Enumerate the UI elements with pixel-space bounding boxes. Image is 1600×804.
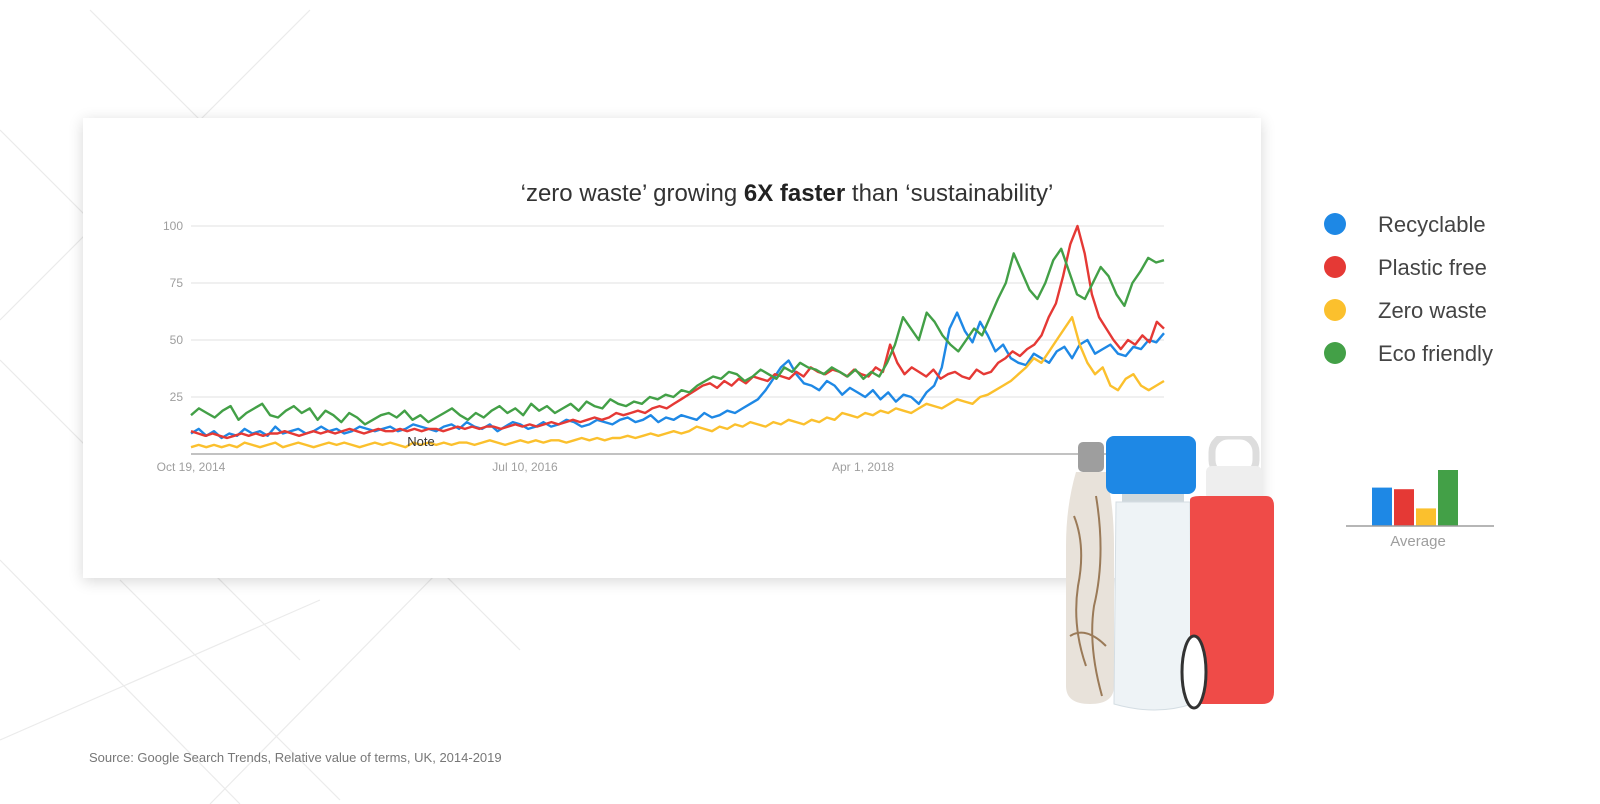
series-line-plastic-free — [190, 224, 1165, 440]
average-bar — [1438, 470, 1458, 526]
y-tick-label: 50 — [170, 333, 184, 347]
red-bottle-icon — [1190, 436, 1274, 704]
average-label: Average — [1390, 533, 1446, 550]
filter-bottle-icon — [1106, 436, 1196, 711]
source-note: Source: Google Search Trends, Relative v… — [89, 750, 502, 765]
legend-dot-icon — [1324, 342, 1346, 364]
average-bar-chart: Average — [1346, 470, 1494, 550]
trend-line-chart: 100 75 50 25 Oct 19, 2014 Jul 10, 2016 Apr 1, … — [157, 219, 1165, 474]
series-line-eco-friendly — [190, 247, 1165, 426]
legend-dot-icon — [1324, 299, 1346, 321]
legend-dot-icon — [1324, 213, 1346, 235]
chart-card: 100 75 50 25 Oct 19, 2014 Jul 10, 2016 Apr 1, … — [83, 118, 1261, 578]
chart-title: ‘zero waste’ growing 6X faster than ‘sus… — [83, 180, 1261, 208]
x-tick-label: Oct 19, 2014 — [157, 460, 226, 474]
y-tick-label: 100 — [163, 219, 183, 233]
chart-annotation: Note — [407, 434, 434, 449]
legend-label: Plastic free — [1378, 255, 1487, 280]
chart-title-prefix: ‘zero waste’ growing — [520, 180, 744, 207]
average-bar — [1416, 508, 1436, 526]
legend-label: Eco friendly — [1378, 341, 1493, 366]
chart-title-suffix: than ‘sustainability’ — [845, 180, 1054, 207]
x-tick-label: Jul 10, 2016 — [492, 460, 558, 474]
average-bar — [1372, 487, 1392, 526]
legend-dot-icon — [1324, 256, 1346, 278]
bottle-filter-icon — [1180, 634, 1208, 710]
legend-label: Zero waste — [1378, 298, 1487, 323]
marble-bottle-icon — [1066, 442, 1114, 704]
chart-title-bold: 6X faster — [743, 180, 846, 207]
y-tick-label: 75 — [170, 276, 184, 290]
average-bar — [1394, 489, 1414, 526]
series-line-zero-waste — [190, 315, 1165, 449]
x-tick-label: Apr 1, 2018 — [832, 460, 894, 474]
y-tick-label: 25 — [170, 390, 184, 404]
legend-label: Recyclable — [1378, 212, 1486, 237]
water-bottles-icon — [1066, 436, 1274, 711]
